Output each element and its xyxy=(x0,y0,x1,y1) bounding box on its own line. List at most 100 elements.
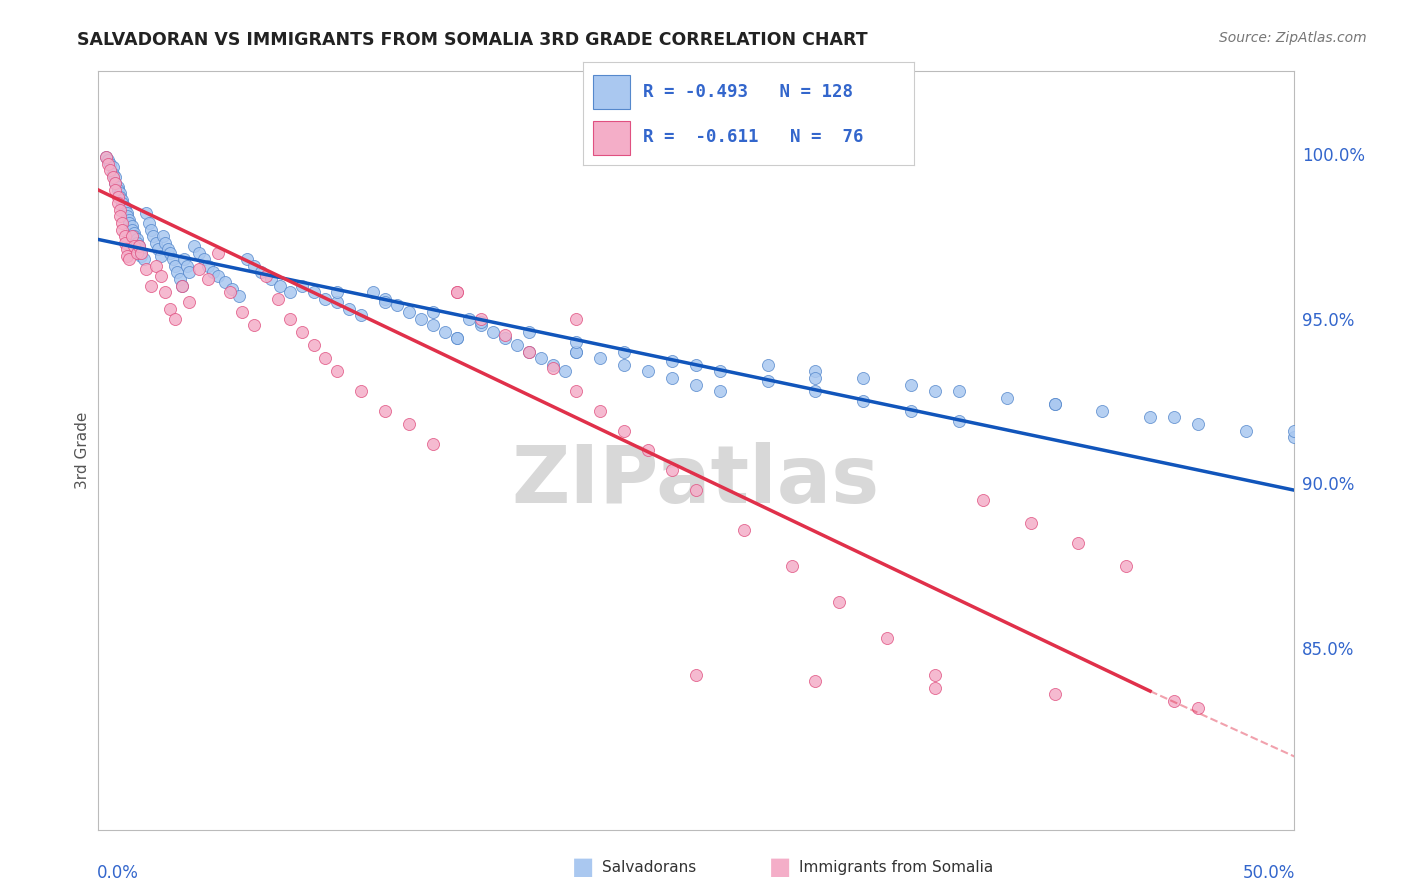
Point xyxy=(637,364,659,378)
Point xyxy=(121,219,143,234)
Point xyxy=(1187,700,1209,714)
FancyBboxPatch shape xyxy=(593,121,630,155)
Text: ZIPatlas: ZIPatlas xyxy=(512,442,880,520)
Point xyxy=(111,216,134,230)
Point xyxy=(101,169,124,184)
Point xyxy=(108,202,131,217)
Point xyxy=(169,272,191,286)
Point xyxy=(613,358,636,372)
Point xyxy=(661,354,683,368)
Point xyxy=(115,206,138,220)
Point xyxy=(148,243,170,257)
Point xyxy=(114,229,136,244)
Point xyxy=(828,595,851,609)
Text: ■: ■ xyxy=(572,855,595,879)
Point xyxy=(107,183,129,197)
Point xyxy=(804,674,827,689)
Point xyxy=(637,443,659,458)
Point xyxy=(470,318,492,333)
Point xyxy=(565,344,588,359)
Point xyxy=(1139,410,1161,425)
Point xyxy=(541,358,564,372)
Point xyxy=(481,325,505,339)
Point xyxy=(97,153,120,168)
Point xyxy=(565,311,588,326)
Point xyxy=(589,404,612,418)
Point xyxy=(159,301,181,316)
Point xyxy=(685,377,707,392)
Point xyxy=(156,243,179,257)
Point xyxy=(145,259,167,273)
Point xyxy=(131,249,153,263)
Point xyxy=(111,196,134,211)
Point xyxy=(111,193,134,207)
Point xyxy=(995,391,1018,405)
Point xyxy=(125,232,148,246)
Point xyxy=(470,315,492,329)
Point xyxy=(1163,694,1185,708)
Point xyxy=(756,374,779,388)
Point xyxy=(149,268,172,283)
Point xyxy=(422,305,444,319)
Point xyxy=(125,235,148,250)
Point xyxy=(179,265,201,279)
Point xyxy=(339,301,361,316)
Point xyxy=(138,216,160,230)
Point xyxy=(733,523,755,537)
Point xyxy=(187,245,209,260)
Point xyxy=(128,243,150,257)
Point xyxy=(900,377,922,392)
Point xyxy=(780,558,803,573)
Point xyxy=(107,189,129,203)
Point xyxy=(302,285,325,300)
Point xyxy=(350,384,373,398)
Text: Immigrants from Somalia: Immigrants from Somalia xyxy=(799,860,993,874)
Point xyxy=(291,278,314,293)
Point xyxy=(202,265,225,279)
Point xyxy=(374,292,396,306)
Point xyxy=(924,384,946,398)
Point xyxy=(422,437,444,451)
Point xyxy=(131,245,153,260)
Point xyxy=(128,239,150,253)
Point xyxy=(1282,424,1305,438)
Point xyxy=(434,325,457,339)
Point xyxy=(101,160,124,174)
Point xyxy=(163,259,186,273)
Point xyxy=(900,404,922,418)
Point xyxy=(124,226,146,240)
Point xyxy=(125,245,148,260)
Point xyxy=(235,252,257,267)
Point xyxy=(108,186,131,201)
Point xyxy=(517,325,540,339)
Point xyxy=(139,222,162,236)
Point xyxy=(804,371,827,385)
Point xyxy=(685,483,707,497)
Point xyxy=(135,262,157,277)
Point xyxy=(183,239,205,253)
Point xyxy=(152,229,174,244)
Point xyxy=(422,318,444,333)
Point xyxy=(172,278,194,293)
Point xyxy=(1187,417,1209,431)
Point xyxy=(108,189,131,203)
Point xyxy=(243,259,266,273)
FancyBboxPatch shape xyxy=(593,75,630,109)
Point xyxy=(172,278,194,293)
Point xyxy=(326,295,349,310)
Point xyxy=(1163,410,1185,425)
Point xyxy=(173,252,195,267)
Point xyxy=(494,328,516,343)
Point xyxy=(142,229,165,244)
Point xyxy=(197,259,219,273)
Point xyxy=(852,371,875,385)
Point xyxy=(114,235,136,250)
Point xyxy=(115,243,138,257)
Point xyxy=(231,305,253,319)
Point xyxy=(135,206,157,220)
Point xyxy=(554,364,576,378)
Point xyxy=(115,210,138,224)
Text: 50.0%: 50.0% xyxy=(1243,863,1295,881)
Point xyxy=(219,285,242,300)
Point xyxy=(104,169,127,184)
